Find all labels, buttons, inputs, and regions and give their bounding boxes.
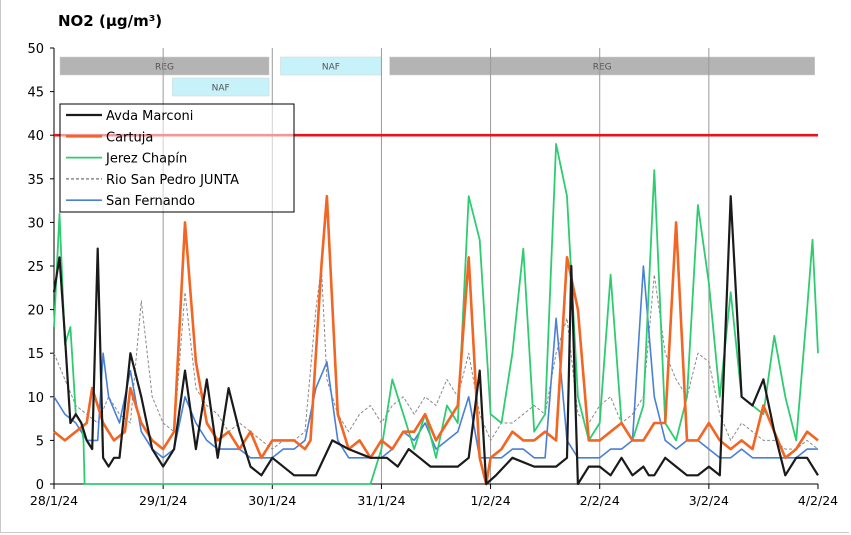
band-label: REG [593, 63, 612, 73]
series-lines [52, 142, 819, 486]
y-tick-label: 45 [27, 86, 44, 101]
x-tick-label: 30/1/24 [248, 493, 296, 508]
series-line-avda-marconi [52, 195, 819, 486]
y-tick-label: 25 [27, 260, 44, 275]
y-tick-label: 30 [27, 216, 44, 231]
series-line-san-fernando [53, 265, 818, 459]
y-tick-label: 10 [27, 391, 44, 406]
band-label: NAF [322, 63, 340, 73]
x-tick-label: 1/2/24 [470, 493, 510, 508]
chart-title: NO2 (µg/m³) [58, 12, 163, 30]
legend-label: Rio San Pedro JUNTA [106, 173, 239, 188]
series-line-cartuja [53, 194, 819, 486]
band-label: REG [155, 63, 174, 73]
y-tick-label: 35 [27, 173, 44, 188]
y-tick-label: 15 [27, 347, 44, 362]
band-reg [59, 56, 270, 76]
legend-label: Cartuja [106, 130, 153, 145]
y-tick-label: 5 [36, 434, 44, 449]
legend-label: Jerez Chapín [105, 152, 187, 167]
y-tick-label: 40 [27, 129, 44, 144]
legend-label: San Fernando [106, 194, 195, 209]
x-tick-label: 3/2/24 [689, 493, 729, 508]
x-tick-label: 2/2/24 [580, 493, 620, 508]
series-line-rio-san-pedro-junta [53, 265, 819, 450]
x-tick-label: 4/2/24 [798, 493, 838, 508]
x-tick-label: 28/1/24 [30, 493, 78, 508]
x-tick-label: 29/1/24 [139, 493, 187, 508]
x-tick-label: 31/1/24 [357, 493, 405, 508]
legend-label: Avda Marconi [106, 109, 193, 124]
band-naf [172, 77, 270, 97]
period-bands: REG NAF NAF REG [59, 56, 815, 97]
y-tick-label: 0 [36, 478, 44, 493]
band-label: NAF [212, 84, 230, 94]
y-tick-label: 50 [27, 42, 44, 57]
legend: Avda Marconi Cartuja Jerez Chapín Rio San P… [59, 103, 295, 213]
y-tick-label: 20 [27, 304, 44, 319]
